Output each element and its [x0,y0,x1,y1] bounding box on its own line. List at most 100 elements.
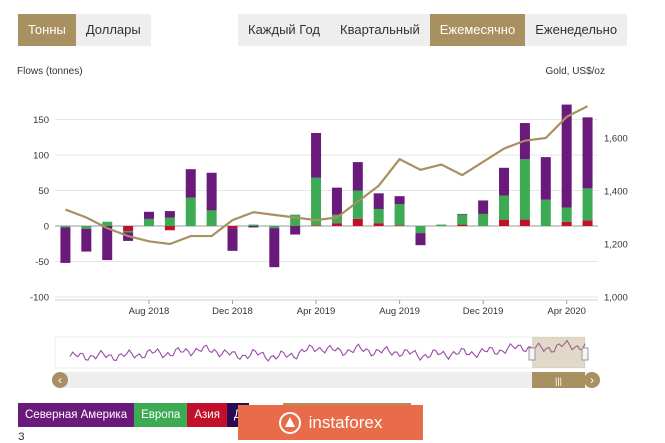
period-button-3[interactable]: Еженедельно [525,14,628,46]
bar-asia [227,226,238,229]
unit-button-1[interactable]: Доллары [75,14,151,46]
bar-north-america [394,196,405,204]
bar-asia [352,218,363,226]
navigator-selection [532,337,585,368]
below-text: З [18,431,25,443]
navigator-series [69,339,586,362]
bar-north-america [60,227,71,263]
y2-tick-label: 1,000 [604,293,628,304]
bar-north-america [499,167,510,196]
gold-price-line [65,105,589,246]
y-tick-label: -50 [35,257,49,268]
bar-north-america [415,233,426,246]
navigator-right-handle[interactable] [581,347,589,361]
y2-tick-label: 1,200 [604,240,628,251]
bar-europe [248,224,259,226]
bar-north-america [102,226,113,261]
bar-north-america [331,187,342,215]
scrollbar-grip-icon[interactable]: ||| [555,376,562,386]
watermark-logo-icon [278,411,301,434]
watermark: instaforex [238,405,423,440]
bar-europe [582,188,593,221]
left-axis-title: Flows (tonnes) [17,66,83,77]
bar-north-america [164,211,175,218]
legend-item-0[interactable]: Северная Америка [18,403,135,427]
bar-asia [123,226,134,231]
bar-asia [519,219,530,226]
bar-asia [582,220,593,226]
bar-north-america [290,226,301,235]
bar-europe [123,230,134,233]
scroll-left-button[interactable] [52,372,68,388]
period-toggle: Каждый Год Квартальный Ежемесячно Еженедель… [238,14,628,46]
period-button-1[interactable]: Квартальный [330,14,430,46]
bar-north-america [540,157,551,200]
bar-europe [331,214,342,224]
bar-europe [415,226,426,234]
x-tick-label: Dec 2018 [212,306,253,317]
period-button-2[interactable]: Ежемесячно [429,14,526,46]
bar-north-america [311,132,322,178]
bar-europe [60,226,71,228]
bar-europe [269,226,280,229]
bar-europe [373,208,384,224]
bar-europe [311,177,322,226]
y-tick-label: 150 [33,115,49,126]
bar-north-america [582,117,593,189]
bar-europe [394,203,405,226]
flows-chart: -100 -50 0 50 100 150 1,000 1,200 1,400 1,600 Aug … [30,104,628,388]
bar-europe [499,195,510,220]
right-axis-title: Gold, US$/oz [545,66,605,77]
bar-north-america [143,211,154,219]
bar-europe [143,218,154,226]
bar-europe [81,226,92,229]
y-tick-label: 100 [33,151,49,162]
bar-europe [206,210,217,226]
scrollbar-track[interactable] [52,372,600,388]
scrollbar-thumb[interactable] [532,372,585,388]
y2-tick-label: 1,400 [604,187,628,198]
bar-europe [102,221,113,226]
bar-north-america [373,193,384,209]
bar-asia [499,219,510,226]
legend-gold-strip [283,403,411,406]
bar-europe [478,213,489,226]
x-tick-label: Aug 2018 [129,306,170,317]
bar-north-america [352,162,363,191]
y-tick-label: -100 [30,293,49,304]
unit-toggle: Тонны Доллары [18,14,151,46]
period-button-0[interactable]: Каждый Год [238,14,331,46]
scroll-right-arrow-icon[interactable]: › [590,373,594,387]
y2-tick-label: 1,600 [604,134,628,145]
legend-item-2[interactable]: Азия [187,403,227,427]
bar-asia [394,225,405,226]
y-tick-label: 50 [38,186,49,197]
watermark-text: instaforex [308,412,383,432]
bar-europe [185,197,196,226]
bar-north-america [457,213,468,215]
legend-item-1[interactable]: Европа [134,403,188,427]
bar-north-america [81,228,92,252]
x-tick-label: Apr 2019 [297,306,336,317]
navigator-left-handle[interactable] [528,347,536,361]
legend: Северная АмерикаЕвропаАзияД [18,403,249,427]
bar-north-america [185,169,196,198]
scroll-left-arrow-icon[interactable]: ‹ [58,373,62,387]
bar-north-america [206,172,217,211]
bar-north-america [269,228,280,268]
unit-button-0[interactable]: Тонны [18,14,76,46]
bar-north-america [478,200,489,214]
bar-europe [540,199,551,226]
x-tick-label: Apr 2020 [547,306,586,317]
bar-north-america [248,226,259,228]
x-tick-label: Dec 2019 [463,306,504,317]
bar-north-america [561,104,572,208]
bar-europe [519,159,530,220]
bar-europe [436,224,447,226]
bar-asia [561,221,572,226]
bar-europe [352,190,363,219]
bar-europe [164,217,175,226]
y-tick-label: 0 [44,222,49,233]
scroll-right-button[interactable] [584,372,600,388]
bar-europe [457,214,468,225]
